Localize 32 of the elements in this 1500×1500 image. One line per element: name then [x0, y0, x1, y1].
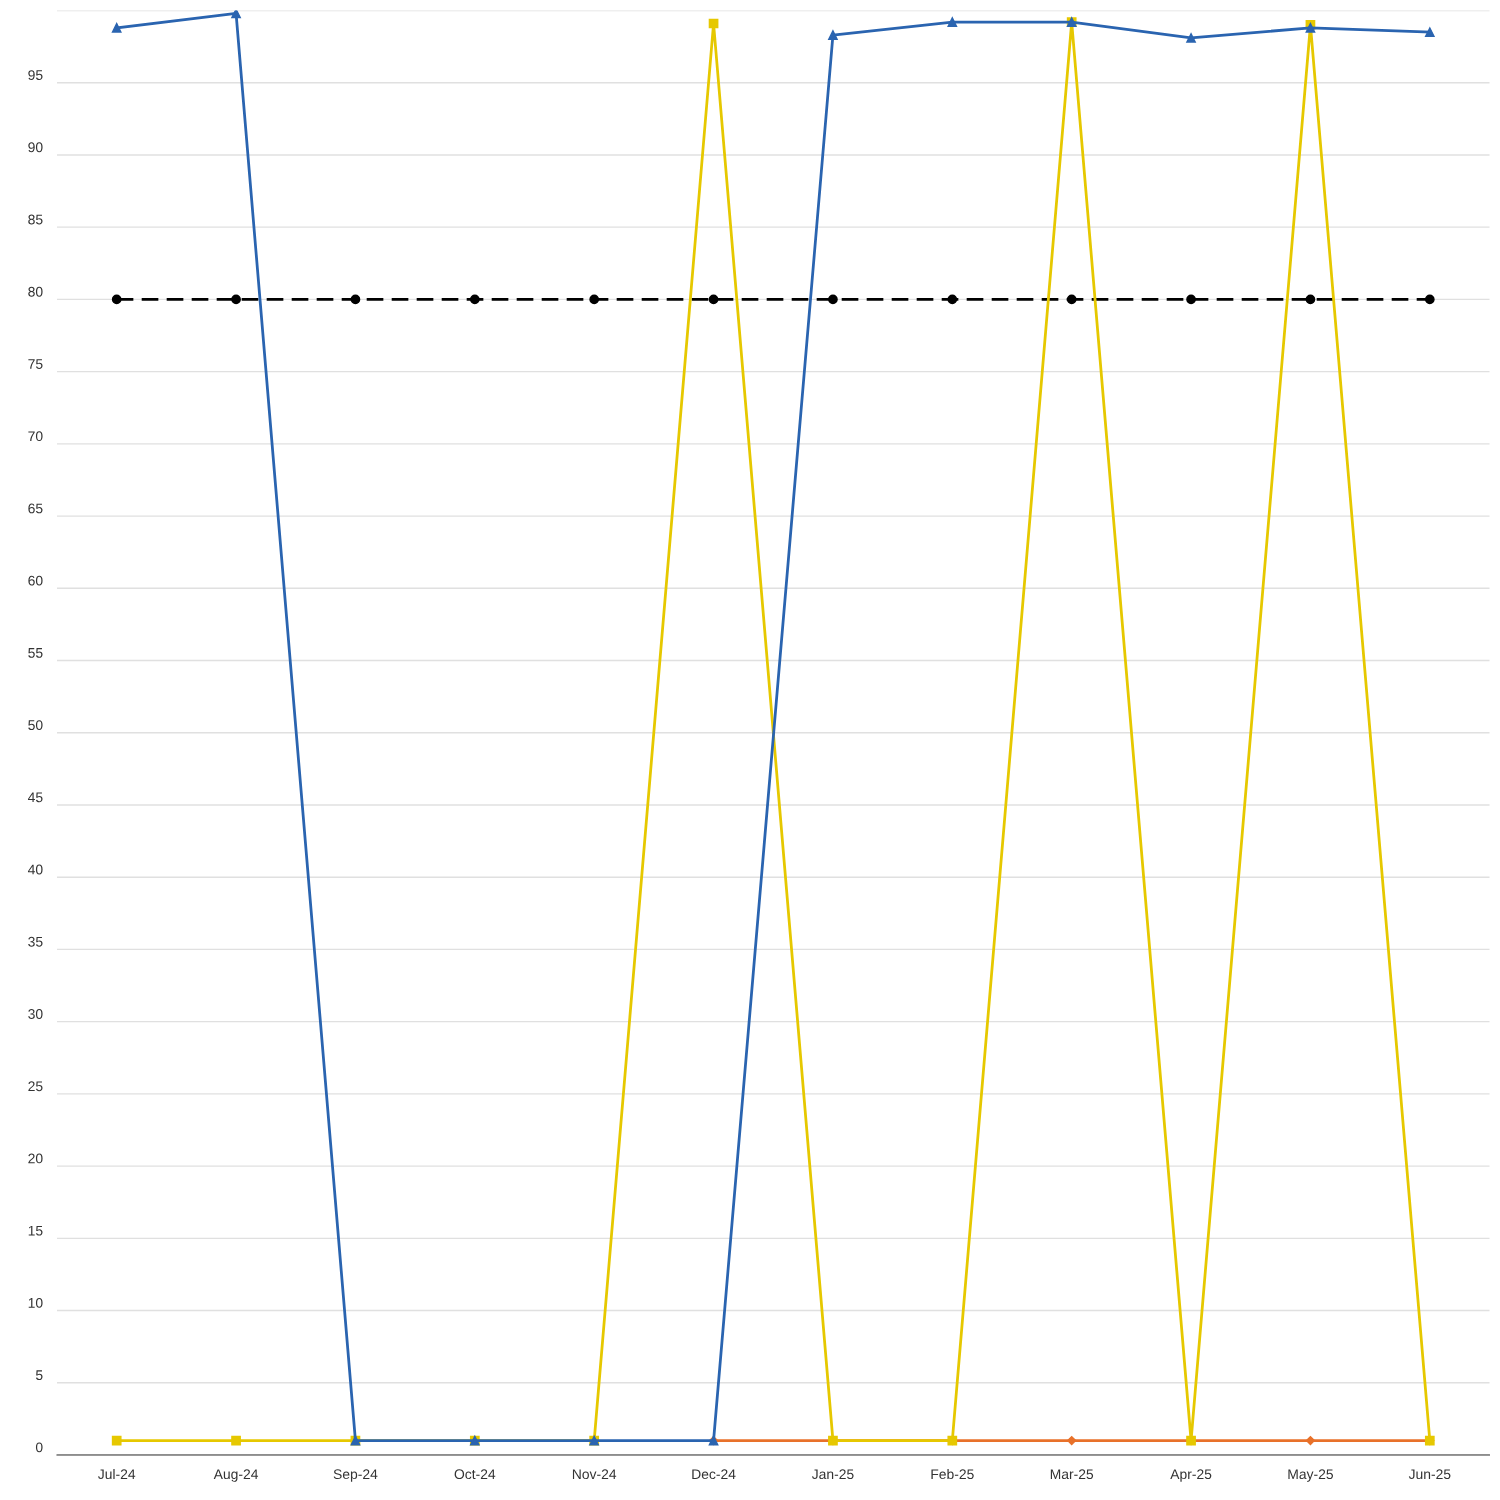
y-tick-label: 45: [27, 792, 43, 803]
y-tick-label: 70: [28, 431, 43, 442]
x-tick-label: Oct-24: [454, 1469, 496, 1480]
y-tick-label: 10: [28, 1297, 43, 1308]
y-tick-label: 30: [28, 1009, 43, 1019]
x-tick-label: Nov-24: [572, 1469, 617, 1480]
y-tick-label: 75: [28, 359, 43, 369]
y-tick-label: 20: [28, 1153, 43, 1164]
y-tick-label: 15: [28, 1225, 43, 1236]
y-tick-label: 60: [28, 575, 43, 586]
x-tick-label: Feb-25: [931, 1468, 974, 1480]
y-tick-label: 40: [27, 864, 43, 875]
y-tick-label: 35: [28, 936, 43, 947]
x-tick-label: Dec-24: [692, 1469, 736, 1480]
x-tick-label: Mar-25: [1050, 1469, 1094, 1480]
x-tick-label: Jun-25: [1408, 1469, 1451, 1480]
x-tick-label: Jul-24: [97, 1468, 136, 1480]
y-tick-label: 55: [28, 648, 43, 658]
x-tick-label: Apr-25: [1170, 1469, 1212, 1482]
y-tick-label: 95: [28, 70, 43, 80]
y-tick-label: 65: [28, 503, 43, 514]
y-tick-label: 5: [35, 1370, 43, 1381]
y-tick-label: 90: [28, 142, 43, 153]
y-tick-label: 85: [28, 214, 43, 225]
x-tick-label: Aug-24: [213, 1469, 259, 1482]
y-tick-label: 25: [28, 1081, 43, 1092]
x-tick-label: Jan-25: [811, 1469, 854, 1480]
y-tick-label: 50: [28, 720, 43, 730]
x-tick-label: Sep-24: [333, 1469, 378, 1482]
x-tick-label: May-25: [1288, 1469, 1334, 1482]
y-tick-label: 80: [28, 286, 43, 297]
y-tick-label: 0: [35, 1442, 43, 1453]
